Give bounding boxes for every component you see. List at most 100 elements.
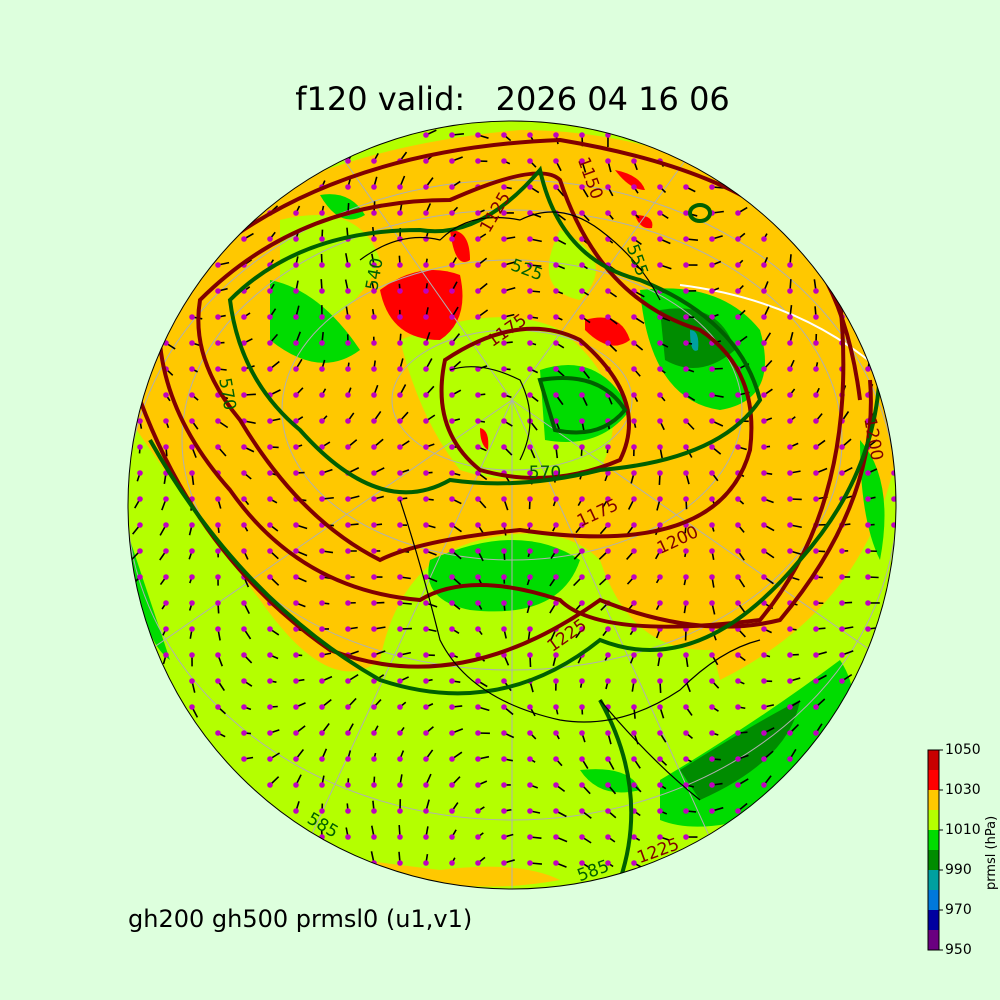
wind-point xyxy=(189,574,195,580)
wind-point xyxy=(371,730,377,736)
wind-point xyxy=(371,340,377,346)
wind-point xyxy=(735,522,741,528)
wind-point xyxy=(319,236,325,242)
wind-point xyxy=(371,392,377,398)
wind-point xyxy=(449,652,455,658)
wind-point xyxy=(189,652,195,658)
wind-point xyxy=(475,132,481,138)
wind-point xyxy=(631,158,637,164)
wind-point xyxy=(579,184,585,190)
wind-point xyxy=(735,652,741,658)
wind-point xyxy=(631,366,637,372)
wind-point xyxy=(449,184,455,190)
wind-point xyxy=(423,392,429,398)
wind-point xyxy=(787,314,793,320)
wind-point xyxy=(319,366,325,372)
wind-point xyxy=(683,314,689,320)
wind-point xyxy=(527,470,533,476)
wind-point xyxy=(605,288,611,294)
wind-point xyxy=(761,392,767,398)
wind-point xyxy=(527,600,533,606)
wind-point xyxy=(475,574,481,580)
wind-point xyxy=(475,626,481,632)
wind-point xyxy=(163,574,169,580)
wind-point xyxy=(657,548,663,554)
wind-point xyxy=(605,444,611,450)
wind-point xyxy=(527,522,533,528)
wind-point xyxy=(293,678,299,684)
wind-point xyxy=(735,574,741,580)
wind-point xyxy=(397,834,403,840)
wind-point xyxy=(475,418,481,424)
wind-point xyxy=(735,288,741,294)
wind-point xyxy=(397,418,403,424)
wind-point xyxy=(683,704,689,710)
wind-point xyxy=(293,730,299,736)
wind-point xyxy=(215,262,221,268)
wind-point xyxy=(631,314,637,320)
wind-point xyxy=(267,626,273,632)
wind-point xyxy=(709,782,715,788)
wind-point xyxy=(267,574,273,580)
wind-point xyxy=(839,470,845,476)
wind-point xyxy=(787,444,793,450)
wind-point xyxy=(293,392,299,398)
wind-point xyxy=(501,834,507,840)
wind-point xyxy=(423,314,429,320)
wind-point xyxy=(319,678,325,684)
wind-point xyxy=(397,756,403,762)
wind-point xyxy=(761,548,767,554)
wind-point xyxy=(215,626,221,632)
wind-point xyxy=(735,756,741,762)
wind-point xyxy=(449,314,455,320)
wind-point xyxy=(709,574,715,580)
wind-point xyxy=(527,756,533,762)
wind-point xyxy=(527,158,533,164)
wind-point xyxy=(475,600,481,606)
wind-point xyxy=(553,392,559,398)
wind-point xyxy=(371,184,377,190)
colorbar-tick: 1010 xyxy=(945,822,981,838)
wind-point xyxy=(163,522,169,528)
wind-point xyxy=(475,496,481,502)
wind-point xyxy=(345,496,351,502)
wind-point xyxy=(475,314,481,320)
wind-point xyxy=(163,418,169,424)
wind-point xyxy=(579,548,585,554)
wind-point xyxy=(345,548,351,554)
wind-point xyxy=(683,340,689,346)
wind-point xyxy=(137,418,143,424)
wind-point xyxy=(787,288,793,294)
wind-point xyxy=(189,600,195,606)
wind-point xyxy=(683,600,689,606)
wind-point xyxy=(293,652,299,658)
wind-point xyxy=(527,366,533,372)
wind-point xyxy=(787,730,793,736)
wind-point xyxy=(527,704,533,710)
wind-point xyxy=(319,210,325,216)
wind-point xyxy=(605,470,611,476)
wind-point xyxy=(631,574,637,580)
wind-point xyxy=(527,184,533,190)
wind-point xyxy=(761,418,767,424)
wind-point xyxy=(137,496,143,502)
wind-point xyxy=(839,678,845,684)
wind-point xyxy=(839,574,845,580)
wind-point xyxy=(579,366,585,372)
wind-point xyxy=(449,600,455,606)
wind-point xyxy=(709,678,715,684)
wind-point xyxy=(579,210,585,216)
wind-point xyxy=(683,418,689,424)
wind-point xyxy=(241,730,247,736)
wind-point xyxy=(579,860,585,866)
wind-point xyxy=(267,652,273,658)
wind-point xyxy=(449,444,455,450)
wind-point xyxy=(319,496,325,502)
wind-point xyxy=(345,522,351,528)
wind-point xyxy=(267,366,273,372)
wind-point xyxy=(657,236,663,242)
wind-point xyxy=(267,236,273,242)
wind-point xyxy=(215,288,221,294)
wind-point xyxy=(293,522,299,528)
coastlines xyxy=(359,211,761,801)
